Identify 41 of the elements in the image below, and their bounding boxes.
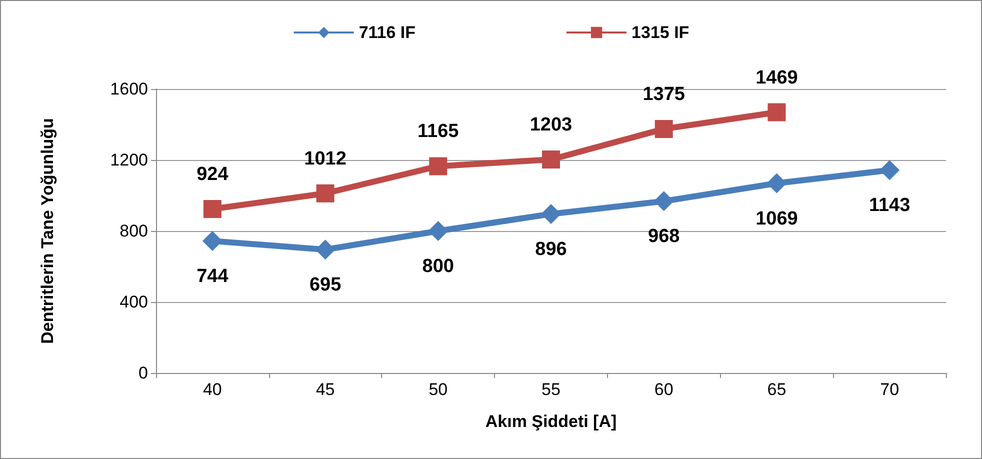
data-label: 924 [196, 164, 229, 185]
data-label: 1069 [756, 208, 798, 230]
data-label: 1143 [868, 195, 910, 216]
x-tick-label: 55 [542, 380, 560, 399]
point [880, 160, 900, 180]
y-axis-title: Dentritlerin Tane Yoğunluğu [38, 118, 57, 344]
data-label: 1375 [642, 84, 686, 105]
point [428, 221, 448, 241]
y-tick-label: 1600 [110, 80, 148, 98]
point [541, 204, 561, 224]
data-label: 695 [309, 274, 342, 296]
x-tick-label: 65 [767, 380, 786, 399]
y-tick-label: 1200 [110, 150, 148, 170]
x-tick-label: 60 [654, 380, 674, 399]
x-tick-label: 70 [880, 380, 900, 399]
data-label: 1012 [304, 148, 346, 170]
x-axis-title: Akım Şiddeti [A] [485, 412, 617, 431]
point [654, 120, 673, 138]
y-tick-label: 800 [120, 222, 148, 240]
point [654, 191, 674, 212]
point [766, 173, 787, 194]
point [542, 150, 560, 168]
x-tick-label: 40 [202, 380, 222, 399]
point [768, 103, 786, 122]
data-label: 800 [422, 256, 454, 277]
data-label: 1165 [418, 121, 460, 142]
legend-label: 7116 IF [358, 23, 416, 42]
x-tick-label: 50 [428, 380, 448, 399]
point [202, 230, 222, 251]
legend-label: 1315 IF [632, 23, 690, 42]
point [429, 157, 448, 176]
data-label: 896 [535, 238, 567, 260]
data-label: 1203 [530, 114, 572, 136]
x-tick-label: 45 [316, 380, 335, 399]
data-label: 744 [196, 266, 229, 287]
point [316, 184, 334, 202]
data-label: 1469 [756, 67, 798, 88]
data-label: 968 [648, 226, 680, 248]
y-tick-label: 400 [120, 292, 148, 312]
point [203, 200, 222, 218]
y-tick-label: 0 [138, 364, 148, 382]
